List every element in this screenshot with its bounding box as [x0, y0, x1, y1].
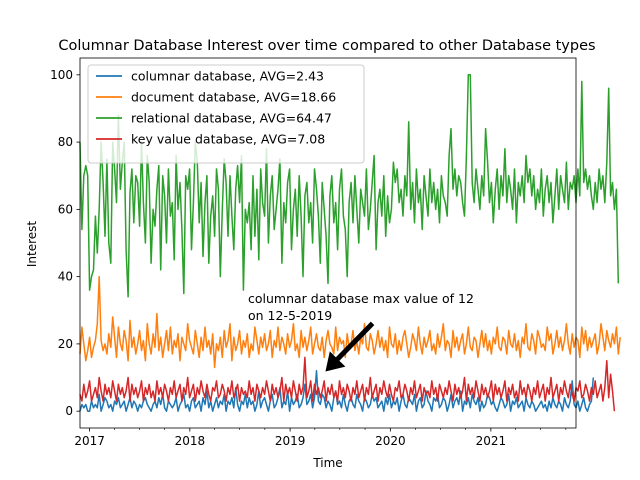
x-tick-label: 2018	[175, 434, 206, 448]
x-tick-label: 2017	[74, 434, 105, 448]
y-tick-label: 0	[65, 404, 73, 418]
y-tick-label: 100	[50, 68, 73, 82]
legend-label: relational database, AVG=64.47	[131, 111, 332, 126]
chart-title: Columnar Database Interest over time com…	[58, 38, 595, 54]
annotation: columnar database max value of 12 on 12-5…	[248, 291, 474, 372]
annotation-text-line: on 12-5-2019	[248, 308, 332, 323]
axis-ticks: 2017 2018 2019 2020 2021 0 20 40 60 80 100	[50, 68, 567, 448]
legend-label: columnar database, AVG=2.43	[131, 69, 324, 84]
x-tick-label: 2019	[275, 434, 306, 448]
axes-frame	[79, 57, 577, 429]
y-tick-label: 80	[58, 135, 73, 149]
y-tick-label: 20	[58, 337, 73, 351]
annotation-text-line: columnar database max value of 12	[248, 291, 474, 306]
x-tick-label: 2020	[375, 434, 406, 448]
annotation-arrow	[325, 321, 375, 372]
legend-label: key value database, AVG=7.08	[131, 132, 325, 147]
legend-box	[87, 64, 365, 164]
legend: columnar database, AVG=2.43 document data…	[87, 64, 365, 164]
legend-label: document database, AVG=18.66	[131, 90, 336, 105]
series-line-3	[79, 74, 620, 298]
x-axis-label: Time	[312, 456, 342, 470]
x-tick-label: 2021	[476, 434, 507, 448]
y-tick-label: 60	[58, 202, 73, 216]
series-line-4	[79, 356, 616, 412]
y-axis-label: Interest	[25, 221, 39, 268]
y-tick-label: 40	[58, 270, 73, 284]
